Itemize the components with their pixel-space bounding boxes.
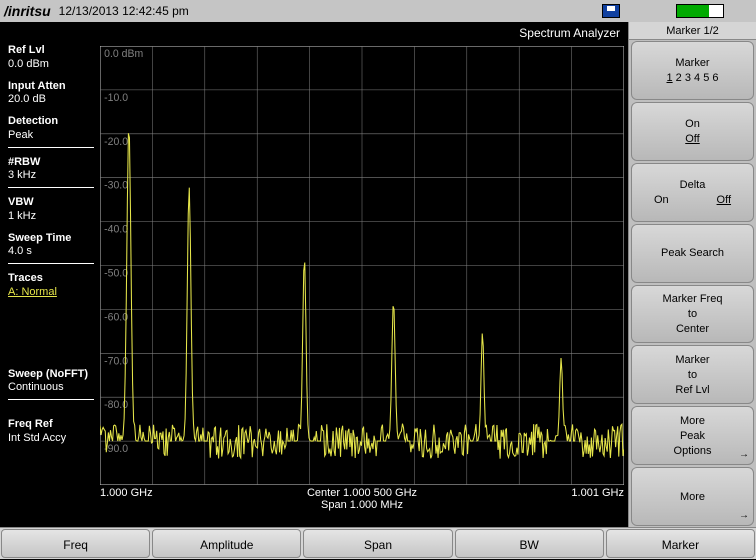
side-params: Ref Lvl 0.0 dBm Input Atten 20.0 dB Dete… bbox=[0, 22, 100, 527]
softkey-panel: Marker 1/2 Marker1 2 3 4 5 6OnOffDeltaOn… bbox=[628, 22, 756, 527]
detection-value: Peak bbox=[8, 129, 94, 143]
freq-ref-label: Freq Ref bbox=[8, 418, 94, 432]
detection-label: Detection bbox=[8, 115, 94, 129]
rbw-label: #RBW bbox=[8, 156, 94, 170]
sweep-mode-value: Continuous bbox=[8, 381, 94, 395]
ref-lvl-value: 0.0 dBm bbox=[8, 58, 94, 72]
sweep-mode-label: Sweep (NoFFT) bbox=[8, 368, 94, 382]
main-area: Ref Lvl 0.0 dBm Input Atten 20.0 dB Dete… bbox=[0, 22, 756, 527]
vbw-label: VBW bbox=[8, 196, 94, 210]
softkey-6[interactable]: MorePeakOptions→ bbox=[631, 406, 754, 465]
softkey-0[interactable]: Marker1 2 3 4 5 6 bbox=[631, 41, 754, 100]
hardkey-freq[interactable]: Freq bbox=[1, 529, 150, 558]
vbw-value: 1 kHz bbox=[8, 210, 94, 224]
softkey-4[interactable]: Marker FreqtoCenter bbox=[631, 285, 754, 344]
chart-zone: Spectrum Analyzer 0.0 dBm -10.0 -20.0 -30.0… bbox=[100, 22, 628, 527]
analyzer-title: Spectrum Analyzer bbox=[100, 26, 624, 42]
input-atten-label: Input Atten bbox=[8, 80, 94, 94]
ref-lvl-label: Ref Lvl bbox=[8, 44, 94, 58]
softkey-5[interactable]: MarkertoRef Lvl bbox=[631, 345, 754, 404]
hardkey-marker[interactable]: Marker bbox=[606, 529, 755, 558]
top-bar: /inritsu 12/13/2013 12:42:45 pm bbox=[0, 0, 756, 22]
freq-ref-value: Int Std Accy bbox=[8, 432, 94, 446]
svg-text:-60.0: -60.0 bbox=[104, 311, 128, 323]
svg-text:-70.0: -70.0 bbox=[104, 355, 128, 367]
x-right: 1.001 GHz bbox=[571, 487, 624, 499]
save-icon[interactable] bbox=[602, 4, 620, 18]
brand-logo: /inritsu bbox=[4, 3, 51, 19]
x-left: 1.000 GHz bbox=[100, 487, 153, 499]
timestamp: 12/13/2013 12:42:45 pm bbox=[59, 4, 189, 18]
softkey-7[interactable]: More→ bbox=[631, 467, 754, 526]
svg-text:-90.0: -90.0 bbox=[104, 443, 128, 455]
spectrum-chart: 0.0 dBm -10.0 -20.0 -30.0 -40.0 -50.0 -60.0 -70… bbox=[100, 46, 624, 485]
x-center-1: Center 1.000 500 GHz bbox=[307, 487, 417, 499]
battery-icon bbox=[676, 4, 724, 18]
svg-text:0.0 dBm: 0.0 dBm bbox=[104, 48, 143, 60]
sweep-time-value: 4.0 s bbox=[8, 245, 94, 259]
sweep-time-label: Sweep Time bbox=[8, 232, 94, 246]
rbw-value: 3 kHz bbox=[8, 169, 94, 183]
svg-text:-50.0: -50.0 bbox=[104, 267, 128, 279]
traces-value[interactable]: A: Normal bbox=[8, 286, 94, 300]
input-atten-value: 20.0 dB bbox=[8, 93, 94, 107]
svg-text:-20.0: -20.0 bbox=[104, 136, 128, 148]
hardkey-amplitude[interactable]: Amplitude bbox=[152, 529, 301, 558]
hardkey-bar: FreqAmplitudeSpanBWMarker bbox=[0, 527, 756, 559]
hardkey-bw[interactable]: BW bbox=[455, 529, 604, 558]
softkey-3[interactable]: Peak Search bbox=[631, 224, 754, 283]
svg-text:-10.0: -10.0 bbox=[104, 92, 128, 104]
svg-text:-40.0: -40.0 bbox=[104, 223, 128, 235]
softkey-1[interactable]: OnOff bbox=[631, 102, 754, 161]
traces-label: Traces bbox=[8, 272, 94, 286]
hardkey-span[interactable]: Span bbox=[303, 529, 452, 558]
softkey-2[interactable]: DeltaOnOff bbox=[631, 163, 754, 222]
svg-text:-30.0: -30.0 bbox=[104, 179, 128, 191]
x-center-2: Span 1.000 MHz bbox=[307, 499, 417, 511]
x-axis: 1.000 GHz Center 1.000 500 GHz Span 1.00… bbox=[100, 485, 624, 525]
softkey-title: Marker 1/2 bbox=[629, 22, 756, 40]
